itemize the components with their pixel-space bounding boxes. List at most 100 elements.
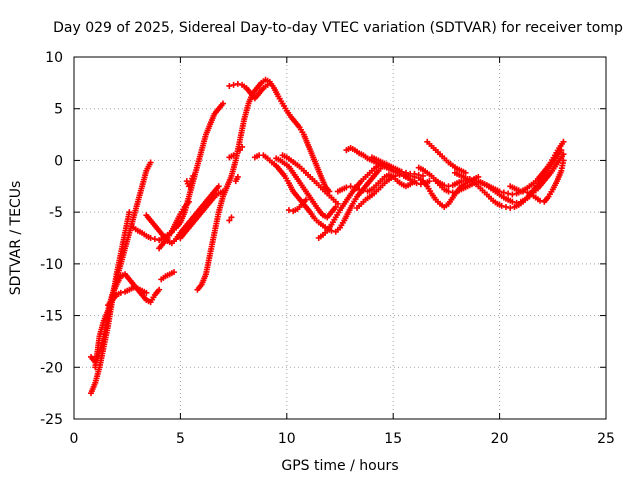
series-6 [143,183,222,247]
y-tick-label: 5 [54,102,63,118]
y-axis-label: SDTVAR / TECUs [8,181,24,296]
data-points [88,76,567,397]
data-point [498,202,505,209]
data-point [171,269,178,276]
y-tick-label: -5 [49,205,63,221]
plot-frame [73,56,607,420]
x-tick-labels: 0 5 10 15 20 25 [70,431,615,447]
data-point [445,183,452,190]
data-point [239,143,246,150]
series-8 [183,172,197,190]
series-11 [226,214,235,224]
x-tick-label: 15 [384,431,402,447]
data-point [147,159,154,166]
series-3 [105,284,150,309]
data-point [558,147,565,154]
data-point [264,81,271,88]
series-23 [354,171,433,212]
chart-title: Day 029 of 2025, Sidereal Day-to-day VTE… [53,20,623,36]
y-tick-label: -25 [40,412,63,428]
x-tick-label: 0 [70,431,79,447]
data-point [230,152,237,159]
data-point [449,189,456,196]
data-point [515,187,522,194]
data-point [413,180,420,187]
data-point [462,169,469,176]
data-point [147,235,154,241]
data-point [236,147,243,154]
y-tick-label: -10 [40,257,63,273]
data-point [505,190,512,197]
data-point [226,217,233,224]
data-point [219,100,226,107]
x-tick-label: 20 [491,431,509,447]
data-point [215,183,222,190]
data-point [560,138,567,145]
data-point [285,207,292,214]
data-point [509,191,516,198]
y-tick-label: -15 [40,309,63,325]
axis-ticks [73,56,607,420]
y-tick-label: 10 [45,50,63,66]
data-point [185,198,192,205]
data-point [426,178,433,185]
series-15 [226,80,271,102]
y-tick-label: 0 [54,153,63,169]
data-point [419,172,426,179]
data-point [415,171,422,178]
series-29 [507,157,567,205]
data-point [560,157,567,164]
grid-lines [74,57,606,419]
data-point [334,200,341,207]
data-point [234,173,241,180]
series-18 [279,152,341,207]
data-point [230,81,237,88]
data-point [117,289,124,296]
data-point [332,203,339,210]
data-point [417,181,424,188]
y-tick-label: -20 [40,360,63,376]
data-point [126,209,133,216]
data-point [509,198,516,205]
data-point [347,183,354,190]
data-point [360,187,367,194]
data-point [226,82,233,89]
series-7 [156,198,192,252]
data-point [130,284,137,291]
x-axis-label: GPS time / hours [281,458,398,474]
series-19 [285,196,309,215]
data-point [156,286,163,293]
x-tick-label: 25 [597,431,615,447]
data-point [343,184,350,191]
data-point [411,170,418,177]
data-point [143,289,150,296]
x-tick-label: 5 [176,431,185,447]
data-point [500,189,507,196]
series-16 [251,152,390,235]
series-9 [177,188,226,241]
series-10 [194,76,333,293]
series-28 [424,138,469,176]
data-point [234,80,241,87]
x-tick-label: 10 [278,431,296,447]
data-point [537,197,544,204]
data-point [151,236,158,243]
series-12 [226,152,237,161]
data-point [302,196,309,203]
series-27 [451,147,565,212]
series-17 [273,155,339,221]
y-tick-labels: -25 -20 -15 -10 -5 0 5 10 [40,50,63,428]
series-24 [368,154,426,179]
series-4 [158,269,178,283]
data-point [445,188,452,195]
data-point [190,172,197,179]
data-point [402,169,409,176]
data-point [502,203,509,210]
series-22 [343,145,482,210]
data-point [507,205,514,212]
data-point [392,172,399,179]
data-point [458,178,465,185]
series-13 [232,173,241,185]
data-point [520,188,527,195]
